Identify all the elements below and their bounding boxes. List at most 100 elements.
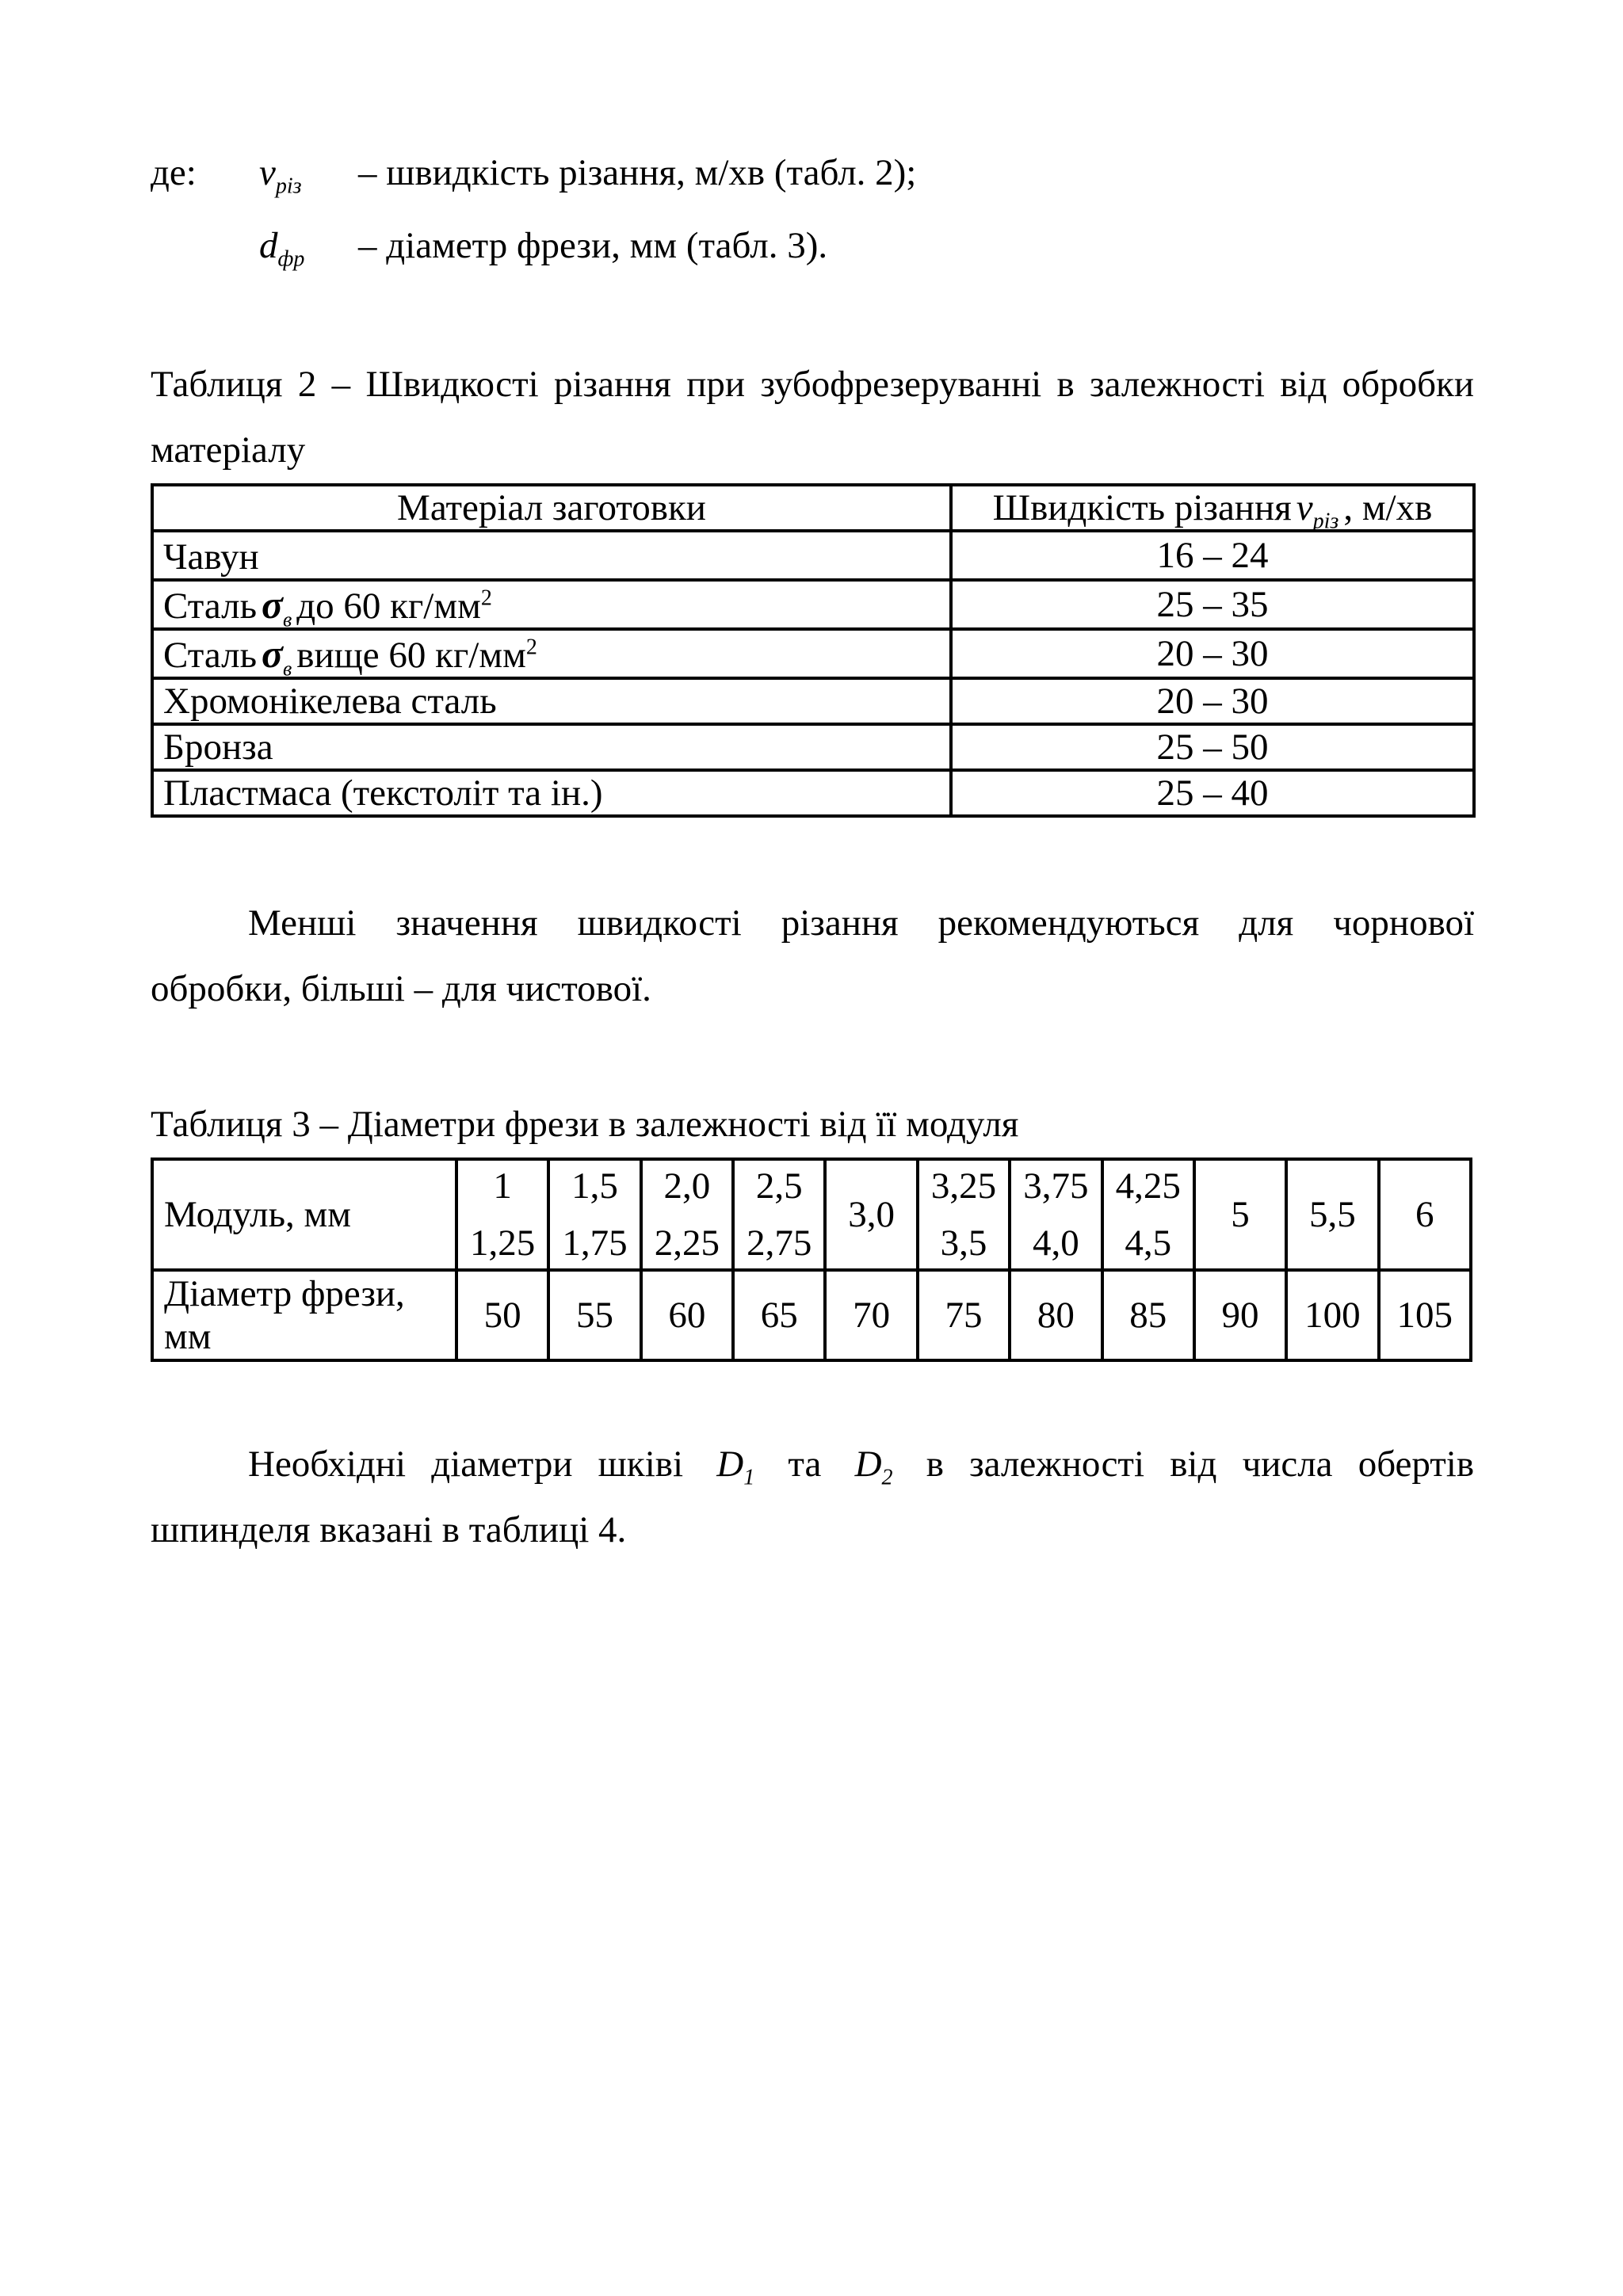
module-top: 1,5 <box>571 1165 618 1207</box>
formula-d-fr: dфр <box>259 209 358 282</box>
formula-symbol: d <box>259 225 278 266</box>
paragraph-text: в залежності від числа обертів <box>926 1444 1475 1485</box>
table3-module-cell: 1 1,25 <box>454 1158 551 1272</box>
superscript: 2 <box>525 635 537 660</box>
table2-speed-cell: 20 – 30 <box>949 627 1476 680</box>
module-bottom: 4,0 <box>1032 1222 1079 1264</box>
formula-symbol: D <box>854 1444 882 1485</box>
module-bottom: 1,25 <box>470 1222 536 1264</box>
table2-speed-cell: 25 – 50 <box>949 723 1476 772</box>
table2-row: Чавун 16 – 24 <box>151 529 1476 582</box>
module-top: 4,25 <box>1115 1165 1181 1207</box>
table3-diameter-cell: 70 <box>823 1268 919 1362</box>
table2-row: Бронза 25 – 50 <box>151 723 1476 772</box>
material-text: до 60 кг/мм <box>296 585 481 627</box>
table2-material-cell: Чавун <box>151 529 953 582</box>
table3-diameter-cell: 60 <box>639 1268 735 1362</box>
paragraph-note-line1: Менші значення швидкості різання рекомен… <box>248 902 1474 944</box>
superscript: 2 <box>480 585 492 611</box>
table3-caption: Таблиця 3 – Діаметри фрези в залежності … <box>151 1104 1019 1145</box>
formula-v-riz: vріз <box>259 136 358 209</box>
table3-module-row: Модуль, мм 1 1,25 1,5 1,75 2,0 2,25 2,5 2,75… <box>151 1158 1473 1272</box>
module-top: 3,25 <box>930 1165 997 1207</box>
paragraph-pulleys-line1: Необхідні діаметри шківі D1 та D2 в зале… <box>151 1432 1474 1497</box>
formula-subscript: різ <box>1312 509 1339 531</box>
header-units: , м/хв <box>1343 487 1433 528</box>
table3-module-cell: 6 <box>1377 1158 1473 1272</box>
definition-text: – швидкість різання, м/хв (табл. 2); <box>358 152 917 193</box>
definition-lead: де: <box>151 152 197 193</box>
table3-diameter-cell: 65 <box>731 1268 827 1362</box>
paragraph-pulleys: Необхідні діаметри шківі D1 та D2 в зале… <box>151 1432 1474 1563</box>
table3-cutter-diameters: Модуль, мм 1 1,25 1,5 1,75 2,0 2,25 2,5 2,75… <box>151 1158 1473 1362</box>
module-bottom: 2,25 <box>654 1222 720 1264</box>
material-text: Чавун <box>163 536 259 578</box>
paragraph-text: та <box>788 1444 822 1485</box>
table2-speed-cell: 25 – 35 <box>949 578 1476 631</box>
table3-module-cell: 5 <box>1192 1158 1289 1272</box>
table3-diameter-cell: 55 <box>547 1268 643 1362</box>
paragraph-pulleys-line2: шпинделя вказані в таблиці 4. <box>151 1509 627 1550</box>
table3-diameter-cell: 80 <box>1008 1268 1104 1362</box>
table2-material-cell: Хромонікелева сталь <box>151 677 953 726</box>
table3-diameter-cell: 85 <box>1100 1268 1196 1362</box>
definition-line-d: dфр – діаметр фрези, мм (табл. 3). <box>151 209 1474 282</box>
table3-module-cell: 2,5 2,75 <box>731 1158 827 1272</box>
table2-row: Хромонікелева сталь 20 – 30 <box>151 677 1476 726</box>
table3-diameter-row: Діаметр фрези, мм 50 55 60 65 70 75 80 8… <box>151 1268 1473 1362</box>
paragraph-text: Необхідні діаметри шківі <box>248 1444 684 1485</box>
table2-row: Сталь σв вище 60 кг/мм2 20 – 30 <box>151 627 1476 680</box>
formula-subscript: фр <box>277 246 305 272</box>
table3-module-cell: 2,0 2,25 <box>639 1158 735 1272</box>
formula-subscript: 2 <box>881 1465 893 1490</box>
table2-caption-line2: матеріалу <box>151 429 306 471</box>
table3-diameter-cell: 75 <box>915 1268 1012 1362</box>
table2-speed-cell: 16 – 24 <box>949 529 1476 582</box>
table2-speed-cell: 25 – 40 <box>949 769 1476 818</box>
table2-cutting-speeds: Матеріал заготовки Швидкість різання vріз… <box>151 483 1476 818</box>
module-bottom: 3,5 <box>940 1222 987 1264</box>
table2-row: Пластмаса (текстоліт та ін.) 25 – 40 <box>151 769 1476 818</box>
table2-caption: Таблиця 2 – Швидкості різання при зубофр… <box>151 352 1474 483</box>
definition-text: – діаметр фрези, мм (табл. 3). <box>358 225 828 266</box>
material-text: вище 60 кг/мм <box>296 635 526 676</box>
module-bottom: 4,5 <box>1125 1222 1172 1264</box>
formula-d1: D1 <box>716 1444 754 1489</box>
module-bottom: 1,75 <box>562 1222 628 1264</box>
module-top: 3,75 <box>1023 1165 1089 1207</box>
table3-diameter-cell: 105 <box>1377 1268 1473 1362</box>
table3-row1-header: Модуль, мм <box>151 1158 458 1272</box>
formula-subscript: різ <box>275 174 302 199</box>
table3-module-cell: 3,0 <box>823 1158 919 1272</box>
formula-symbol: D <box>716 1444 744 1485</box>
sigma-symbol: σв <box>262 582 292 629</box>
table3-diameter-cell: 50 <box>454 1268 551 1362</box>
table3-row2-header: Діаметр фрези, мм <box>151 1268 458 1362</box>
paragraph-note-line2: обробки, більші – для чистової. <box>151 968 651 1009</box>
material-text: Бронза <box>163 727 273 768</box>
material-text: Хромонікелева сталь <box>163 681 497 722</box>
table3-module-cell: 4,25 4,5 <box>1100 1158 1196 1272</box>
module-top: 2,0 <box>663 1165 711 1207</box>
module-top: 2,5 <box>755 1165 803 1207</box>
formula-v-riz: vріз <box>1296 488 1339 531</box>
formula-subscript: 1 <box>743 1465 755 1490</box>
paragraph-note: Менші значення швидкості різання рекомен… <box>151 891 1474 1022</box>
table3-module-cell: 3,25 3,5 <box>915 1158 1012 1272</box>
table3-module-cell: 1,5 1,75 <box>547 1158 643 1272</box>
table2-col2-header: Швидкість різання vріз, м/хв <box>949 483 1476 532</box>
table2-material-cell: Пластмаса (текстоліт та ін.) <box>151 769 953 818</box>
table2-speed-cell: 20 – 30 <box>949 677 1476 726</box>
table2-caption-line1: Таблиця 2 – Швидкості різання при зубофр… <box>151 364 1474 405</box>
definitions-block: де: vріз – швидкість різання, м/хв (табл. … <box>151 136 1474 282</box>
table3-module-cell: 5,5 <box>1285 1158 1381 1272</box>
formula-symbol: v <box>259 152 276 193</box>
formula-d2: D2 <box>854 1444 893 1489</box>
module-bottom: 2,75 <box>747 1222 812 1264</box>
material-text: Сталь <box>163 635 258 676</box>
material-text: Сталь <box>163 585 258 627</box>
table2-material-cell: Сталь σв до 60 кг/мм2 <box>151 578 953 631</box>
table2-header-row: Матеріал заготовки Швидкість різання vріз… <box>151 483 1476 532</box>
page-content: де: vріз – швидкість різання, м/хв (табл. … <box>151 136 1476 1563</box>
